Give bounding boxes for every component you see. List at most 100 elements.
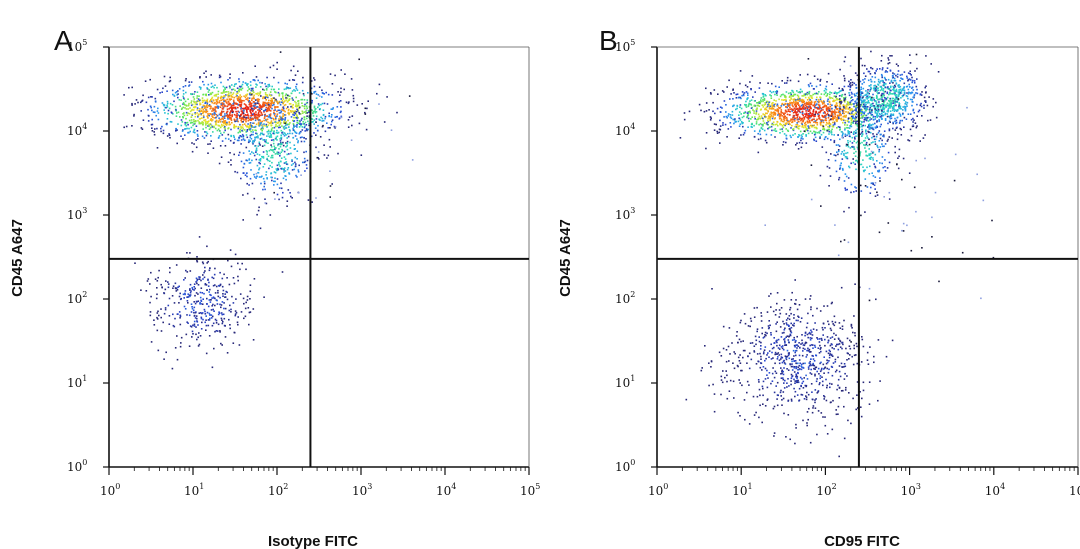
event-point <box>327 154 330 157</box>
event-point <box>191 330 194 333</box>
event-point <box>826 100 829 102</box>
event-point <box>270 136 273 138</box>
event-point <box>871 111 873 113</box>
event-point <box>891 97 894 100</box>
event-point <box>295 83 298 86</box>
event-point <box>273 132 276 135</box>
event-point <box>738 114 740 116</box>
event-point <box>795 126 798 128</box>
event-point <box>262 127 264 130</box>
event-point <box>193 98 196 100</box>
event-point <box>859 80 862 83</box>
event-point <box>778 117 781 120</box>
event-point <box>770 97 773 99</box>
event-point <box>892 93 894 95</box>
event-point <box>295 87 298 90</box>
event-point <box>784 82 786 84</box>
event-point <box>746 116 749 119</box>
event-point <box>266 107 269 110</box>
event-point <box>831 118 834 121</box>
event-point <box>852 122 854 124</box>
event-point <box>257 114 259 116</box>
event-point <box>188 345 191 347</box>
event-point <box>297 109 299 111</box>
event-point <box>228 85 231 88</box>
event-point <box>766 100 769 103</box>
event-point <box>877 78 880 81</box>
event-point <box>274 100 276 102</box>
event-point <box>184 292 186 295</box>
event-point <box>196 109 199 111</box>
event-point <box>819 119 822 121</box>
event-point <box>736 105 739 107</box>
event-point <box>855 86 858 89</box>
event-point <box>782 99 785 101</box>
event-point <box>214 113 216 115</box>
event-point <box>781 103 783 106</box>
event-point <box>792 111 795 114</box>
event-point <box>803 118 806 120</box>
event-point <box>889 110 892 112</box>
event-point <box>839 108 842 111</box>
event-point <box>717 93 719 95</box>
event-point <box>125 125 128 128</box>
event-point <box>838 178 840 181</box>
event-point <box>843 85 846 88</box>
event-point <box>855 107 857 109</box>
event-point <box>916 88 918 91</box>
event-point <box>268 167 270 170</box>
event-point <box>800 134 803 136</box>
event-point <box>211 297 213 299</box>
event-point <box>784 112 786 114</box>
event-point <box>328 115 330 118</box>
event-point <box>276 193 279 196</box>
event-point <box>814 120 817 122</box>
event-point <box>221 108 224 110</box>
event-point <box>209 143 211 145</box>
event-point <box>831 112 833 114</box>
event-point <box>787 108 790 111</box>
event-point <box>235 298 237 300</box>
event-point <box>915 85 918 88</box>
event-point <box>179 323 182 326</box>
event-point <box>203 104 206 107</box>
event-point <box>873 138 876 141</box>
event-point <box>840 162 842 164</box>
event-point <box>157 118 160 121</box>
population-2 <box>819 74 926 213</box>
event-point <box>333 125 336 128</box>
event-point <box>180 108 183 110</box>
event-point <box>196 103 198 106</box>
event-point <box>334 74 336 77</box>
event-point <box>228 115 230 117</box>
event-point <box>281 271 284 273</box>
event-point <box>727 113 730 115</box>
event-point <box>201 303 204 305</box>
event-point <box>288 172 290 174</box>
event-point <box>284 82 286 85</box>
event-point <box>760 137 762 140</box>
event-point <box>816 78 819 81</box>
event-point <box>317 124 319 127</box>
event-point <box>840 117 843 120</box>
event-point <box>176 289 179 291</box>
event-point <box>851 108 853 110</box>
event-point <box>768 117 770 119</box>
event-point <box>340 91 342 93</box>
event-point <box>256 164 259 167</box>
event-point <box>295 174 297 177</box>
event-point <box>223 131 225 134</box>
event-point <box>830 115 833 117</box>
event-point <box>253 102 256 105</box>
event-point <box>240 160 243 163</box>
event-point <box>739 106 741 108</box>
event-point <box>906 95 909 98</box>
event-point <box>877 108 880 111</box>
event-point <box>911 79 914 82</box>
event-point <box>276 115 278 117</box>
event-point <box>167 281 169 283</box>
event-point <box>182 97 185 99</box>
event-point <box>785 95 787 98</box>
event-point <box>811 132 814 134</box>
